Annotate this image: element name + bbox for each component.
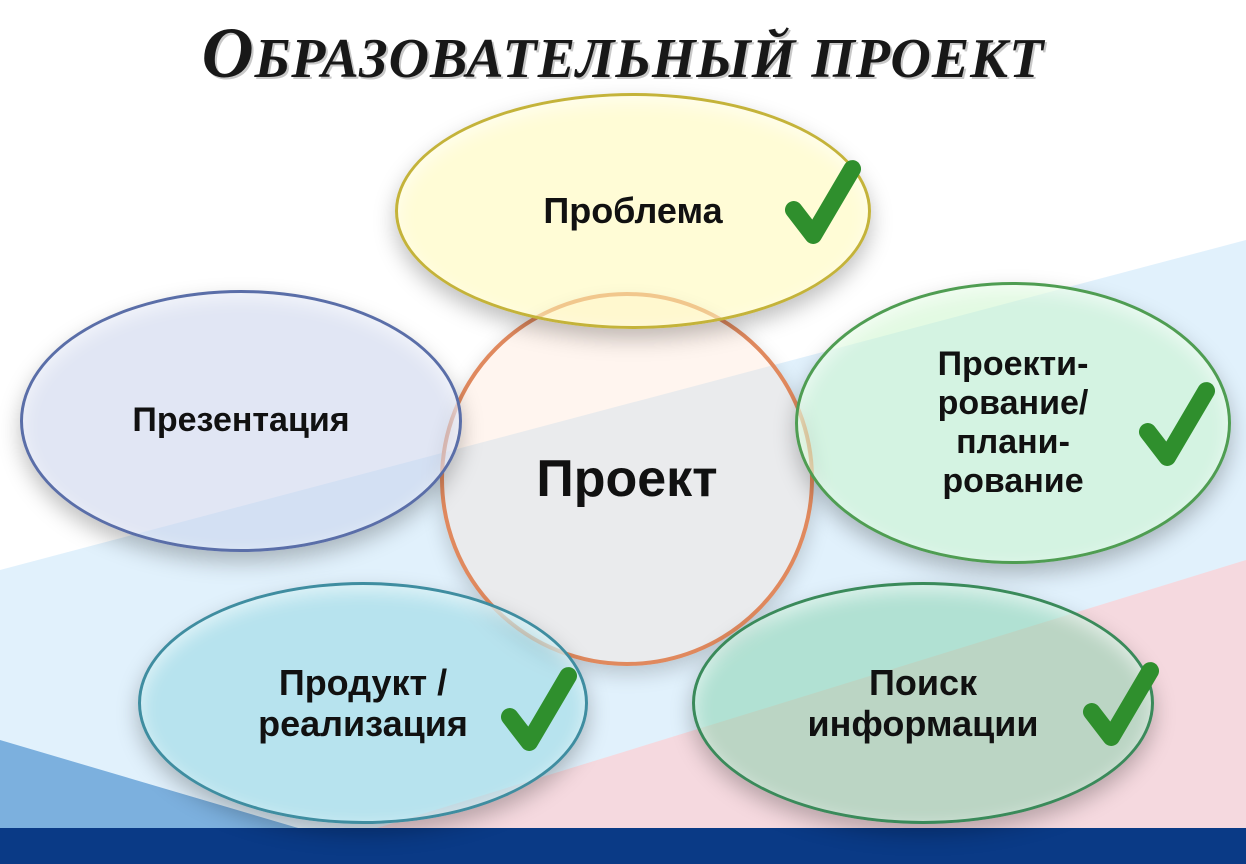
node-product-label: Продукт / реализация <box>258 662 468 745</box>
node-search-label: Поиск информации <box>808 662 1039 745</box>
title-cap: О <box>202 13 255 93</box>
node-search: Поиск информации <box>692 582 1154 824</box>
page-title: ОБРАЗОВАТЕЛЬНЫЙ ПРОЕКТ <box>0 12 1246 95</box>
navy-bar <box>0 828 1246 864</box>
node-problem: Проблема <box>395 93 871 329</box>
node-design: Проекти- рование/ плани- рование <box>795 282 1231 564</box>
title-rest: БРАЗОВАТЕЛЬНЫЙ ПРОЕКТ <box>255 28 1045 90</box>
node-design-label: Проекти- рование/ плани- рование <box>938 345 1089 501</box>
node-presentation-label: Презентация <box>132 401 349 440</box>
center-label: Проект <box>536 449 717 509</box>
node-presentation: Презентация <box>20 290 462 552</box>
diagram-stage: ОБРАЗОВАТЕЛЬНЫЙ ПРОЕКТ Проект Проблема Пр… <box>0 0 1246 864</box>
node-problem-label: Проблема <box>543 190 722 231</box>
node-product: Продукт / реализация <box>138 582 588 824</box>
